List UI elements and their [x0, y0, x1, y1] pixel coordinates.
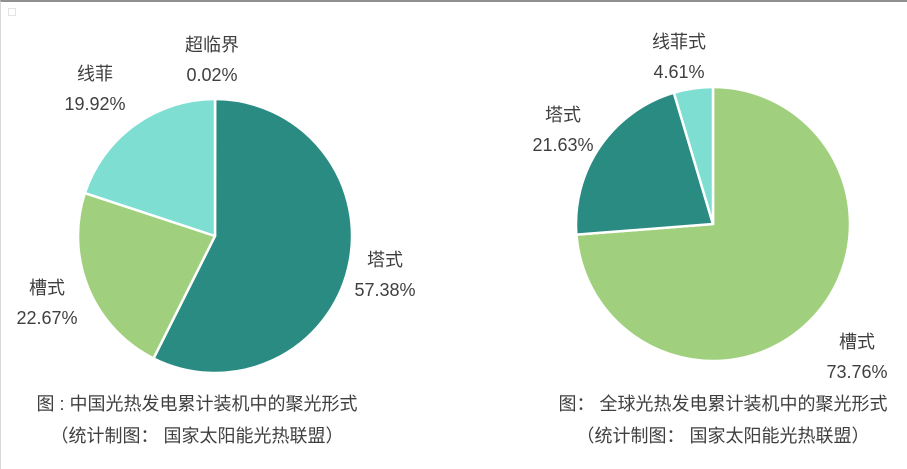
label-china-tower: 塔式 57.38%: [354, 245, 415, 305]
slice-name: 槽式: [29, 278, 65, 298]
caption-china: 图 : 中国光热发电累计装机中的聚光形式 （统计制图： 国家太阳能光热联盟）: [36, 388, 357, 452]
slice-name: 塔式: [367, 250, 403, 270]
caption-china-source: （统计制图： 国家太阳能光热联盟）: [50, 426, 344, 446]
label-china-linear-fresnel: 线菲 19.92%: [64, 59, 125, 119]
pie-chart-china: [76, 97, 354, 375]
label-china-trough: 槽式 22.67%: [16, 273, 77, 333]
caption-china-title: 图 : 中国光热发电累计装机中的聚光形式: [36, 394, 358, 414]
caption-global-source: （统计制图： 国家太阳能光热联盟）: [576, 426, 870, 446]
slice-name: 线菲式: [652, 32, 706, 52]
caption-global-title: 图： 全球光热发电累计装机中的聚光形式: [558, 394, 888, 414]
slice-percent: 57.38%: [354, 280, 416, 300]
pie-slice-tower: [574, 91, 715, 236]
corner-artifact: [8, 8, 16, 16]
label-global-tower: 塔式 21.63%: [532, 100, 593, 160]
label-global-trough: 槽式 73.76%: [826, 327, 887, 387]
pie-chart-global: [574, 85, 852, 363]
pie-slice-tower: [152, 97, 354, 375]
slice-name: 线菲: [77, 64, 113, 84]
label-global-linear-fresnel: 线菲式 4.61%: [652, 27, 706, 87]
slice-percent: 4.61%: [653, 62, 705, 82]
caption-global: 图： 全球光热发电累计装机中的聚光形式 （统计制图： 国家太阳能光热联盟）: [559, 388, 888, 452]
slice-name: 塔式: [545, 105, 581, 125]
slice-percent: 21.63%: [532, 135, 594, 155]
pie-slice-trough: [76, 191, 217, 360]
slice-percent: 0.02%: [186, 65, 238, 85]
slice-percent: 22.67%: [16, 308, 78, 328]
slice-name: 槽式: [839, 332, 875, 352]
slice-percent: 19.92%: [64, 94, 126, 114]
label-china-supercritical: 超临界 0.02%: [185, 30, 239, 90]
slice-percent: 73.76%: [826, 362, 888, 382]
pie-slice-linear-fresnel: [672, 85, 715, 226]
pie-slice-linear-fresnel: [83, 97, 217, 238]
slice-name: 超临界: [185, 35, 239, 55]
